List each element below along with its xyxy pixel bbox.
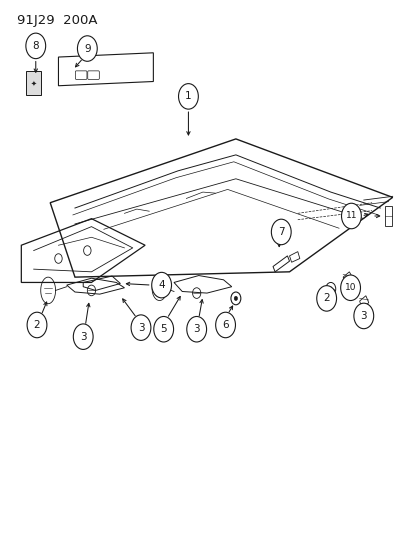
Text: 1: 1 xyxy=(185,91,191,101)
Circle shape xyxy=(26,33,45,59)
Circle shape xyxy=(215,312,235,338)
Circle shape xyxy=(341,203,361,229)
Circle shape xyxy=(316,286,336,311)
Text: ✦: ✦ xyxy=(31,81,37,87)
Circle shape xyxy=(27,312,47,338)
Circle shape xyxy=(340,275,360,301)
Circle shape xyxy=(77,36,97,61)
Text: 2: 2 xyxy=(323,293,329,303)
Text: 4: 4 xyxy=(158,280,164,290)
Text: 8: 8 xyxy=(32,41,39,51)
Circle shape xyxy=(153,317,173,342)
Text: 3: 3 xyxy=(80,332,86,342)
Text: 7: 7 xyxy=(277,227,284,237)
Circle shape xyxy=(353,303,373,329)
Text: 3: 3 xyxy=(193,324,199,334)
Text: 5: 5 xyxy=(160,324,166,334)
Text: 2: 2 xyxy=(33,320,40,330)
Circle shape xyxy=(151,272,171,298)
Text: 3: 3 xyxy=(360,311,366,321)
Text: 6: 6 xyxy=(222,320,228,330)
Circle shape xyxy=(178,84,198,109)
Circle shape xyxy=(271,219,290,245)
Text: 91J29  200A: 91J29 200A xyxy=(17,14,97,27)
Text: 11: 11 xyxy=(345,212,356,221)
Text: 9: 9 xyxy=(84,44,90,53)
Circle shape xyxy=(234,296,237,301)
Text: 10: 10 xyxy=(344,283,356,292)
Text: 3: 3 xyxy=(138,322,144,333)
Circle shape xyxy=(131,315,150,341)
Circle shape xyxy=(73,324,93,350)
FancyBboxPatch shape xyxy=(26,71,41,95)
Circle shape xyxy=(186,317,206,342)
